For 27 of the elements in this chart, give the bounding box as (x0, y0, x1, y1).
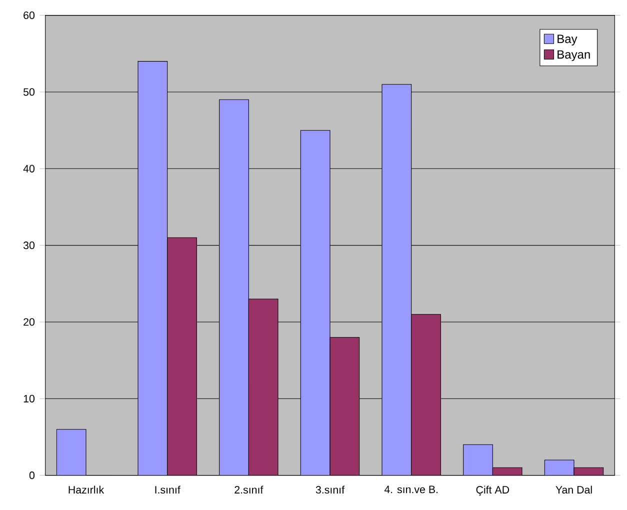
bar (544, 460, 574, 476)
x-tick-label: Yan Dal (556, 486, 592, 494)
legend-label: Bayan (558, 50, 590, 62)
x-tick-label: I.sınıf (155, 486, 180, 494)
y-tick-label: 20 (24, 318, 35, 326)
y-tick-label: 30 (23, 242, 35, 250)
bar (463, 444, 493, 476)
bar (382, 84, 412, 476)
x-tick-label: 2.sınıf (234, 486, 264, 494)
x-tick-label: 3.sınıf (316, 486, 345, 494)
x-tick-label: Çift AD (476, 486, 510, 496)
y-tick-label: 60 (24, 12, 35, 20)
bar (138, 61, 168, 476)
y-tick-label: 40 (23, 164, 35, 172)
bar (300, 130, 330, 476)
x-tick-label: Hazırlık (68, 486, 104, 494)
bar (411, 314, 441, 476)
bar (167, 237, 197, 476)
bar (330, 337, 360, 476)
x-tick-label: 4. sın.ve B. (384, 486, 438, 494)
bar (56, 429, 86, 476)
bar (248, 298, 278, 476)
y-tick-label: 10 (24, 394, 35, 402)
legend-label: Bay (558, 34, 578, 46)
bar (219, 99, 249, 476)
y-tick-label: 50 (23, 88, 35, 96)
y-tick-label: 0 (29, 472, 35, 480)
